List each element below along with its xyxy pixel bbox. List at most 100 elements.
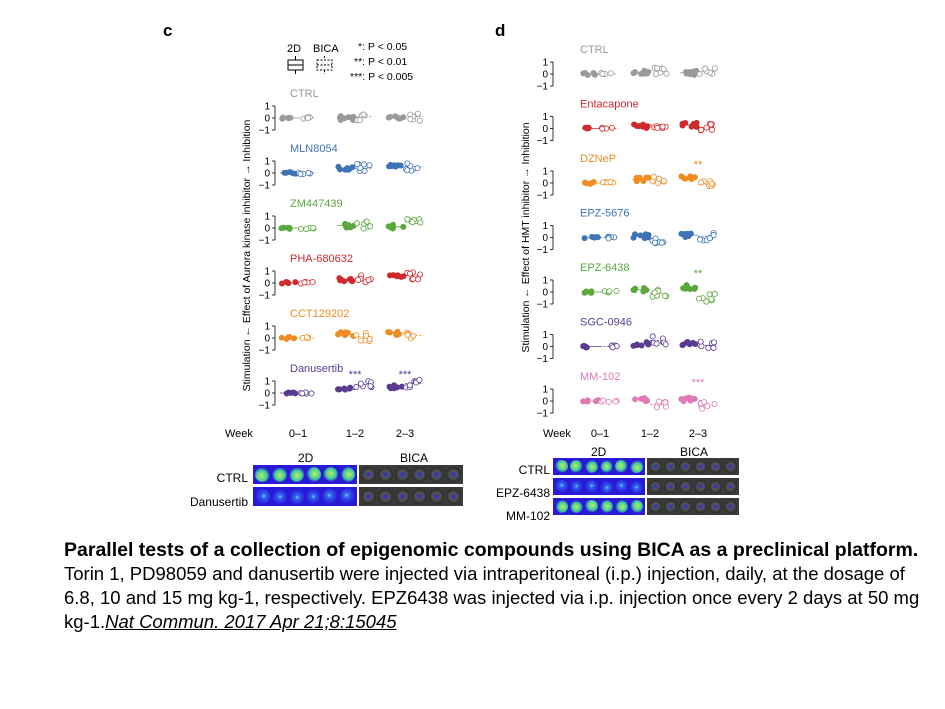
- data-point-2d: [692, 340, 699, 347]
- y-tick-label: 1: [542, 167, 548, 178]
- figure-panels: c d 2D BICA *: P < 0.05 **: P < 0.01 ***…: [163, 21, 718, 440]
- data-point-bica: [363, 332, 370, 339]
- organoid-well-image: [323, 467, 338, 482]
- series-name: EPZ-6438: [580, 262, 630, 274]
- images-c-row-label: Danusertib: [189, 495, 248, 509]
- images-d-row-label: CTRL: [518, 463, 550, 477]
- data-point-bica: [305, 169, 312, 176]
- y-tick-label: −1: [537, 245, 549, 256]
- data-point-bica: [360, 111, 367, 118]
- data-point-bica: [661, 292, 668, 299]
- organoid-well-image: [664, 500, 677, 513]
- data-point-2d: [279, 115, 286, 122]
- y-tick-label: 0: [542, 342, 548, 353]
- image-strip-2d: [553, 498, 645, 515]
- organoid-well-image: [412, 489, 427, 504]
- data-point-bica: [711, 400, 718, 407]
- data-point-bica: [663, 70, 670, 77]
- data-point-2d: [632, 396, 639, 403]
- data-point-bica: [304, 114, 311, 121]
- organoid-well-image: [446, 489, 461, 504]
- y-tick-label: 0: [542, 397, 548, 408]
- series-name: Entacapone: [580, 99, 639, 111]
- x-tick-label: 0–1: [289, 428, 307, 440]
- series-name: SGC-0946: [580, 317, 632, 329]
- data-point-bica: [357, 165, 364, 172]
- data-point-bica: [612, 398, 619, 405]
- data-point-bica: [698, 179, 705, 186]
- subplot-dznep: DZNeP 10−1 **: [537, 153, 716, 202]
- organoid-well-image: [306, 489, 321, 504]
- image-row: [253, 487, 463, 506]
- subplot-pha-680632: PHA-680632 10−1: [259, 253, 424, 302]
- y-tick-label: 1: [542, 276, 548, 287]
- organoid-well-image: [630, 480, 643, 493]
- y-tick-label: 0: [264, 389, 270, 400]
- images-c-head-bica: BICA: [400, 451, 429, 465]
- y-tick-label: 0: [264, 224, 270, 235]
- data-point-bica: [660, 66, 667, 73]
- image-strip-bica: [647, 498, 739, 515]
- data-point-bica: [704, 402, 711, 409]
- organoid-well-image: [615, 480, 628, 493]
- organoid-well-image: [630, 460, 643, 473]
- data-point-bica: [649, 178, 656, 185]
- data-point-bica: [649, 333, 656, 340]
- data-point-2d: [337, 117, 344, 124]
- data-point-bica: [662, 341, 669, 348]
- data-point-bica: [297, 171, 304, 178]
- data-point-bica: [416, 117, 423, 124]
- images-d-row-label: EPZ-6438: [495, 486, 550, 500]
- organoid-well-image: [361, 467, 376, 482]
- data-point-2d: [581, 235, 588, 242]
- data-point-2d: [645, 234, 652, 241]
- y-tick-label: −1: [537, 136, 549, 147]
- subplot-mm-102: MM-102 10−1 ***: [537, 371, 718, 420]
- y-tick-label: 0: [264, 169, 270, 180]
- data-point-2d: [641, 286, 648, 293]
- data-point-2d: [678, 396, 685, 403]
- y-tick-label: 0: [542, 70, 548, 81]
- data-point-2d: [580, 343, 587, 350]
- legend-2d-box-icon: [287, 56, 304, 74]
- data-point-2d: [632, 69, 639, 76]
- data-point-bica: [366, 162, 373, 169]
- data-point-2d: [594, 234, 601, 241]
- data-point-2d: [588, 180, 595, 187]
- data-point-bica: [407, 116, 414, 123]
- y-tick-label: 1: [542, 221, 548, 232]
- data-point-2d: [337, 277, 344, 284]
- y-tick-label: 0: [264, 114, 270, 125]
- data-point-bica: [696, 295, 703, 302]
- images-d-grid: [553, 458, 739, 518]
- data-point-2d: [392, 163, 399, 170]
- citation-link[interactable]: Nat Commun. 2017 Apr 21;8:15045: [105, 611, 397, 632]
- data-point-2d: [638, 70, 645, 77]
- organoid-well-image: [570, 480, 583, 493]
- organoid-well-image: [664, 460, 677, 473]
- caption-body: Torin 1, PD98059 and danusertib were inj…: [64, 562, 934, 634]
- series-name: CTRL: [580, 44, 609, 56]
- data-point-bica: [708, 180, 715, 187]
- data-point-bica: [654, 125, 661, 132]
- data-point-2d: [588, 289, 595, 296]
- image-strip-2d: [253, 487, 357, 506]
- image-row: [553, 458, 739, 475]
- images-d-head-2d: 2D: [591, 445, 607, 459]
- y-axis-label: Stimulation ← Effect of HMT inhibitor → …: [520, 122, 532, 352]
- y-tick-label: 1: [264, 157, 270, 168]
- organoid-well-image: [272, 489, 287, 504]
- significance-stars: ***: [399, 369, 413, 381]
- y-tick-label: 0: [264, 279, 270, 290]
- data-point-bica: [660, 178, 667, 185]
- image-row: [553, 498, 739, 515]
- data-point-2d: [287, 114, 294, 121]
- data-point-bica: [414, 110, 421, 117]
- y-tick-label: 1: [264, 267, 270, 278]
- y-tick-label: −1: [259, 236, 271, 247]
- organoid-well-image: [679, 500, 692, 513]
- y-tick-label: 1: [542, 58, 548, 69]
- data-point-bica: [357, 380, 364, 387]
- y-tick-label: −1: [259, 401, 271, 412]
- data-point-bica: [410, 332, 417, 339]
